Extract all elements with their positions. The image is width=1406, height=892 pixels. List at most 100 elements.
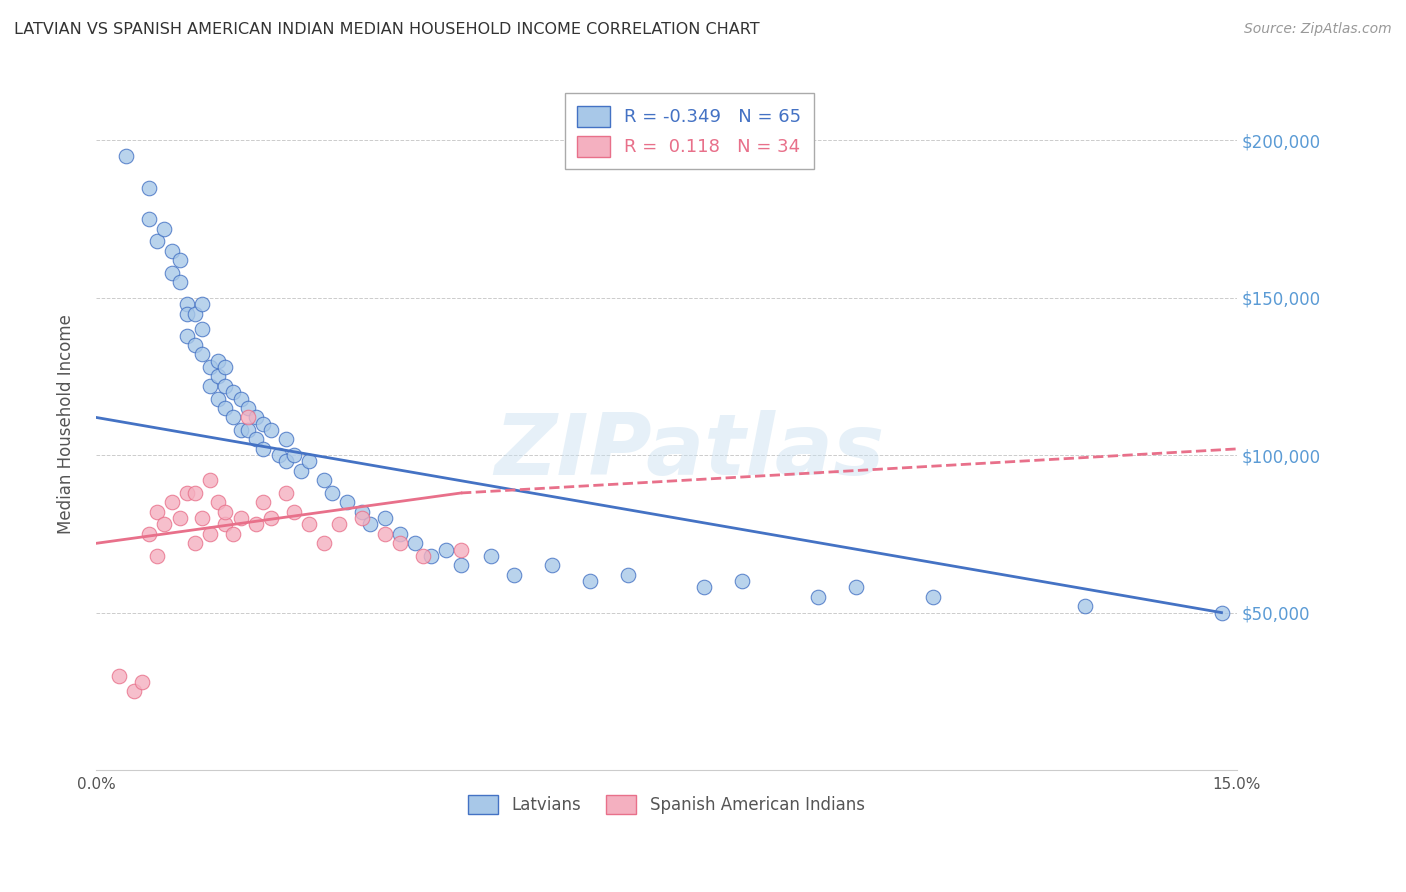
Point <box>245 410 267 425</box>
Point <box>229 392 252 406</box>
Point <box>214 401 236 415</box>
Point <box>207 392 229 406</box>
Point <box>731 574 754 588</box>
Point <box>138 527 160 541</box>
Point <box>198 379 221 393</box>
Point <box>328 517 350 532</box>
Point <box>283 448 305 462</box>
Point <box>921 590 943 604</box>
Point <box>207 369 229 384</box>
Point <box>389 536 412 550</box>
Point <box>419 549 441 563</box>
Point <box>252 417 274 431</box>
Point <box>807 590 830 604</box>
Point <box>146 549 169 563</box>
Point <box>290 464 312 478</box>
Point <box>359 517 381 532</box>
Point <box>184 486 207 500</box>
Point <box>450 542 472 557</box>
Point <box>184 536 207 550</box>
Point <box>1211 606 1233 620</box>
Point <box>214 359 236 374</box>
Point <box>314 536 336 550</box>
Point <box>184 307 207 321</box>
Point <box>352 511 374 525</box>
Point <box>245 433 267 447</box>
Point <box>146 234 169 248</box>
Point <box>236 410 259 425</box>
Point <box>153 517 176 532</box>
Point <box>283 505 305 519</box>
Point <box>1073 599 1095 614</box>
Point <box>267 448 290 462</box>
Point <box>160 244 183 258</box>
Point <box>245 517 267 532</box>
Point <box>138 180 160 194</box>
Point <box>176 307 198 321</box>
Point <box>191 297 214 311</box>
Point <box>169 511 191 525</box>
Point <box>176 297 198 311</box>
Point <box>184 338 207 352</box>
Point <box>222 527 245 541</box>
Point <box>214 379 236 393</box>
Point <box>389 527 412 541</box>
Point <box>336 495 359 509</box>
Point <box>214 517 236 532</box>
Point <box>131 674 153 689</box>
Point <box>298 517 321 532</box>
Point <box>160 495 183 509</box>
Point <box>481 549 503 563</box>
Point <box>146 505 169 519</box>
Point <box>207 495 229 509</box>
Point <box>122 684 145 698</box>
Point <box>191 347 214 361</box>
Point <box>191 511 214 525</box>
Point <box>169 275 191 289</box>
Point <box>579 574 602 588</box>
Point <box>450 558 472 573</box>
Point <box>541 558 564 573</box>
Point <box>503 567 526 582</box>
Point <box>260 511 283 525</box>
Point <box>374 527 396 541</box>
Point <box>260 423 283 437</box>
Point <box>176 486 198 500</box>
Point <box>252 442 274 456</box>
Point <box>845 581 868 595</box>
Point <box>229 423 252 437</box>
Point <box>153 221 176 235</box>
Point <box>374 511 396 525</box>
Point <box>214 505 236 519</box>
Point <box>236 401 259 415</box>
Point <box>115 149 138 163</box>
Point <box>207 353 229 368</box>
Point <box>191 322 214 336</box>
Point <box>617 567 640 582</box>
Text: LATVIAN VS SPANISH AMERICAN INDIAN MEDIAN HOUSEHOLD INCOME CORRELATION CHART: LATVIAN VS SPANISH AMERICAN INDIAN MEDIA… <box>14 22 759 37</box>
Legend: Latvians, Spanish American Indians: Latvians, Spanish American Indians <box>458 785 875 824</box>
Text: Source: ZipAtlas.com: Source: ZipAtlas.com <box>1244 22 1392 37</box>
Point <box>276 433 298 447</box>
Point <box>298 454 321 468</box>
Text: ZIPatlas: ZIPatlas <box>494 410 884 493</box>
Point <box>108 668 131 682</box>
Point <box>434 542 457 557</box>
Point <box>252 495 274 509</box>
Point <box>229 511 252 525</box>
Point <box>160 266 183 280</box>
Point <box>412 549 434 563</box>
Point <box>198 359 221 374</box>
Point <box>314 474 336 488</box>
Point <box>276 454 298 468</box>
Y-axis label: Median Household Income: Median Household Income <box>58 314 75 533</box>
Point <box>222 410 245 425</box>
Point <box>176 328 198 343</box>
Point <box>276 486 298 500</box>
Point <box>198 527 221 541</box>
Point <box>693 581 716 595</box>
Point <box>198 474 221 488</box>
Point <box>222 385 245 400</box>
Point <box>352 505 374 519</box>
Point <box>138 212 160 227</box>
